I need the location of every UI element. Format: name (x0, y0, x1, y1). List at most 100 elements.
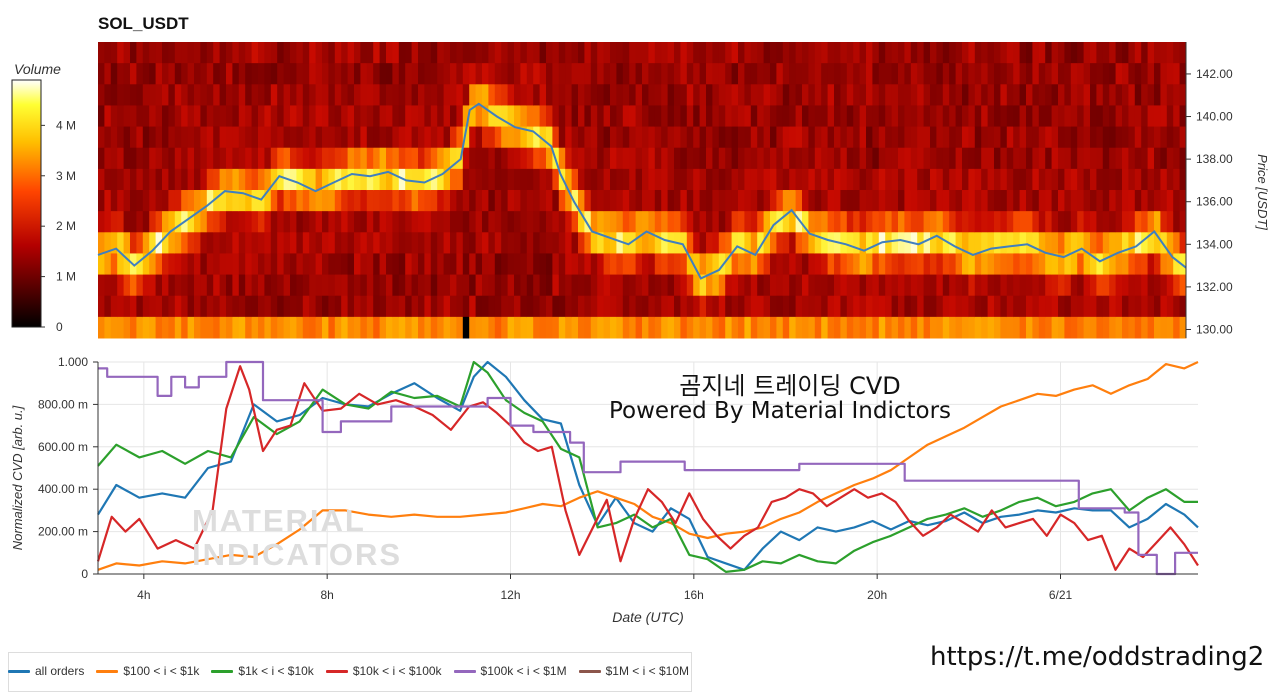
heatmap-cell (270, 253, 278, 276)
heatmap-cell (770, 316, 777, 339)
heatmap-cell (507, 126, 515, 149)
heatmap-cell (565, 42, 573, 64)
heatmap-cell (98, 190, 105, 212)
legend-item-r100_1k[interactable]: $100 < i < $1k (96, 664, 199, 678)
legend-item-r100k_1m[interactable]: $100k < i < $1M (453, 664, 567, 678)
heatmap-cell (264, 316, 272, 339)
heatmap-cell (1051, 274, 1059, 297)
heatmap-cell (1128, 126, 1136, 149)
heatmap-cell (405, 105, 413, 128)
heatmap-cell (635, 316, 643, 339)
heatmap-cell (174, 253, 182, 276)
heatmap-cell (846, 232, 854, 254)
heatmap-cell (270, 168, 278, 191)
heatmap-cell (149, 126, 157, 149)
legend-item-all_orders[interactable]: all orders (8, 664, 84, 678)
heatmap-cell (1051, 168, 1059, 191)
heatmap-cell (859, 316, 867, 339)
heatmap-cell (565, 316, 573, 339)
heatmap-cell (258, 316, 265, 339)
heatmap-cell (840, 295, 848, 318)
heatmap-cell (1115, 211, 1123, 233)
heatmap-cell (1083, 168, 1091, 191)
heatmap-cell (315, 253, 323, 276)
heatmap-cell (373, 190, 381, 212)
heatmap-cell (546, 63, 553, 85)
heatmap-cell (475, 190, 483, 212)
heatmap-cell (955, 105, 963, 128)
heatmap-cell (354, 168, 361, 191)
heatmap-cell (456, 190, 464, 212)
heatmap-cell (840, 168, 848, 191)
heatmap-cell (245, 126, 253, 149)
heatmap-cell (328, 42, 336, 64)
heatmap-cell (328, 126, 336, 149)
heatmap-cell (1058, 316, 1065, 339)
heatmap-cell (859, 147, 867, 170)
heatmap-cell (904, 211, 912, 233)
heatmap-cell (520, 211, 528, 233)
heatmap-cell (386, 105, 393, 128)
heatmap-cell (392, 190, 400, 212)
heatmap-cell (968, 190, 976, 212)
heatmap-cell (942, 232, 950, 254)
heatmap-cell (277, 274, 285, 297)
heatmap-cell (386, 253, 393, 276)
heatmap-cell (872, 274, 880, 297)
heatmap-cell (322, 232, 329, 254)
heatmap-cell (219, 168, 227, 191)
heatmap-cell (379, 84, 387, 106)
heatmap-cell (1134, 316, 1142, 339)
heatmap-cell (674, 295, 681, 318)
heatmap-cell (130, 190, 137, 212)
heatmap-cell (1019, 63, 1027, 85)
heatmap-cell (987, 190, 995, 212)
heatmap-cell (744, 190, 752, 212)
heatmap-cell (1134, 63, 1142, 85)
heatmap-cell (674, 253, 681, 276)
heatmap-cell (136, 42, 144, 64)
heatmap-cell (1070, 316, 1078, 339)
heatmap-cell (949, 84, 957, 106)
heatmap-cell (1173, 147, 1181, 170)
heatmap-cell (725, 232, 733, 254)
heatmap-cell (1134, 126, 1142, 149)
heatmap-cell (494, 63, 502, 85)
heatmap-cell (782, 316, 790, 339)
heatmap-cell (680, 232, 688, 254)
heatmap-cell (232, 190, 240, 212)
heatmap-cell (738, 105, 745, 128)
heatmap-cell (674, 126, 681, 149)
heatmap-cell (616, 63, 624, 85)
heatmap-cell (181, 190, 189, 212)
legend-item-r1m_10m[interactable]: $1M < i < $10M (578, 664, 689, 678)
heatmap-cell (1109, 190, 1117, 212)
heatmap-cell (725, 211, 733, 233)
heatmap-cell (552, 274, 560, 297)
heatmap-cell (270, 316, 278, 339)
heatmap-cell (1000, 105, 1008, 128)
telegram-link[interactable]: https://t.me/oddstrading2 (930, 642, 1265, 672)
heatmap-cell (763, 63, 771, 85)
heatmap-cell (328, 147, 336, 170)
heatmap-cell (226, 295, 233, 318)
heatmap-cell (597, 274, 605, 297)
legend-item-r10k_100k[interactable]: $10k < i < $100k (325, 664, 442, 678)
heatmap-cell (578, 211, 585, 233)
heatmap-cell (776, 274, 784, 297)
heatmap-cell (578, 168, 585, 191)
heatmap-cell (1006, 211, 1014, 233)
heatmap-cell (789, 147, 797, 170)
heatmap-cell (488, 211, 496, 233)
heatmap-cell (706, 147, 713, 170)
heatmap-cell (1000, 126, 1008, 149)
heatmap-cell (1013, 316, 1021, 339)
heatmap-cell (501, 168, 509, 191)
legend-item-r1k_10k[interactable]: $1k < i < $10k (211, 664, 314, 678)
heatmap-cell (341, 295, 349, 318)
heatmap-cell (488, 232, 496, 254)
heatmap-cell (674, 42, 681, 64)
heatmap-cell (290, 211, 297, 233)
heatmap-cell (1160, 105, 1168, 128)
heatmap-cell (520, 105, 528, 128)
